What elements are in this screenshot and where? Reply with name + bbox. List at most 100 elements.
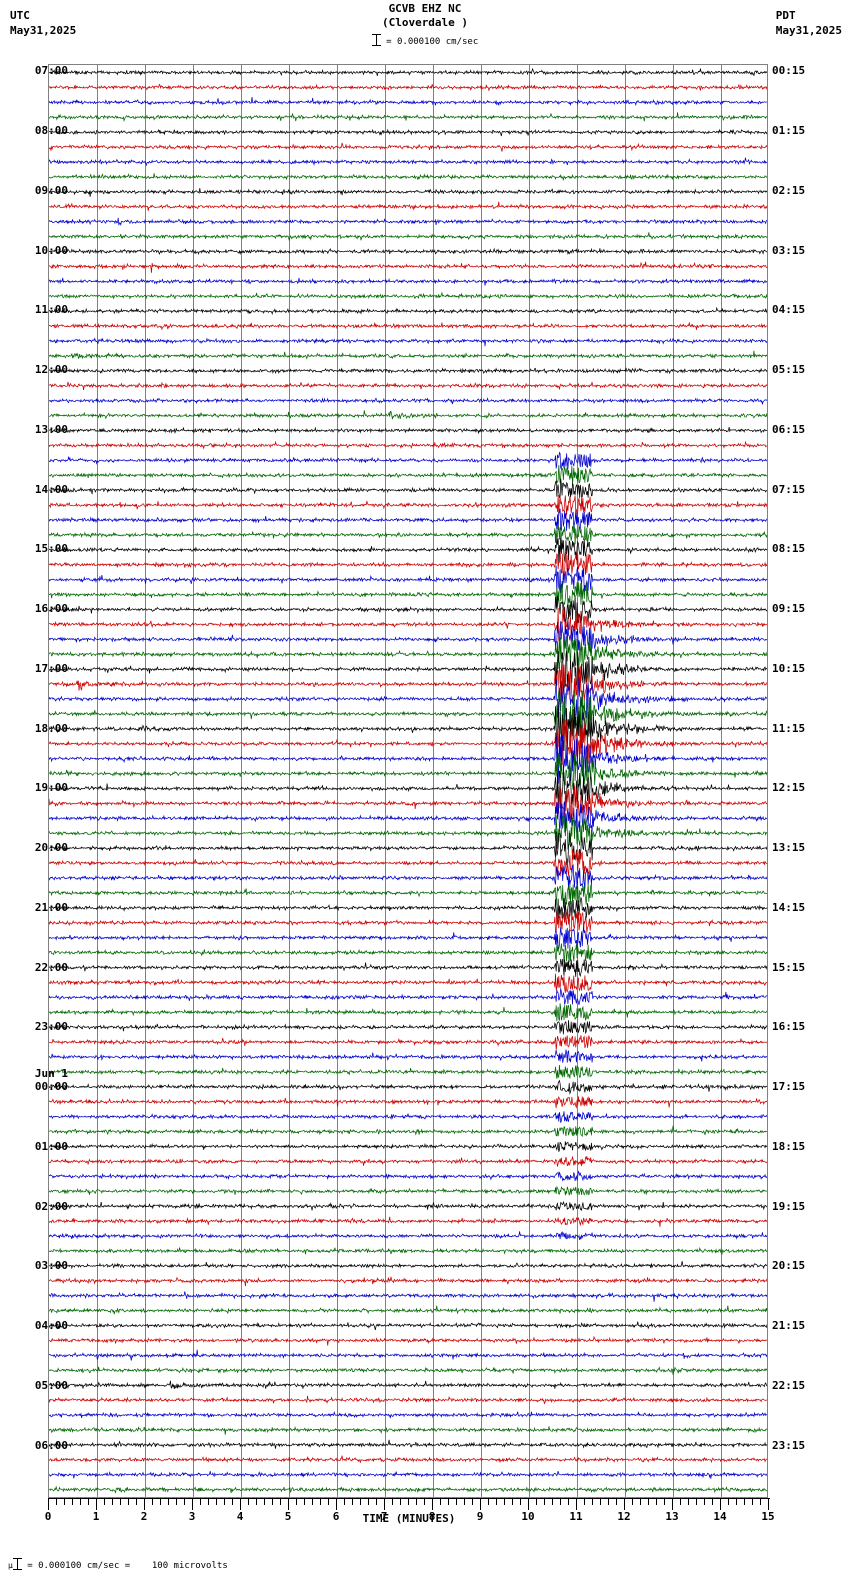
- trace-row-81: [49, 1277, 767, 1286]
- trace-row-95: [49, 1487, 767, 1493]
- trace-row-18: [49, 339, 767, 346]
- x-tick-minor: [696, 1498, 697, 1505]
- scale-bar-icon: [12, 1558, 22, 1570]
- trace-row-39: [49, 636, 767, 669]
- trace-row-54: [49, 865, 767, 889]
- x-tick-minor: [592, 1498, 593, 1505]
- pdt-zone-label: PDT: [775, 9, 796, 22]
- gridline-minute-5: [289, 65, 290, 1497]
- hour-label-pdt-1515: 15:15: [772, 960, 806, 974]
- trace-row-59: [49, 944, 767, 963]
- trace-row-47: [49, 753, 767, 790]
- trace-row-13: [49, 262, 767, 273]
- x-tick-label-8: 8: [428, 1510, 436, 1523]
- hour-label-utc-0200: 02:00: [34, 1199, 68, 1213]
- x-tick-minor: [640, 1498, 641, 1505]
- trace-row-30: [49, 509, 767, 531]
- x-tick-minor: [688, 1498, 689, 1505]
- hour-label-pdt-1815: 18:15: [772, 1139, 806, 1153]
- hour-label-utc-1300: 13:00: [34, 422, 68, 436]
- trace-row-50: [49, 801, 767, 836]
- x-tick-minor: [520, 1498, 521, 1505]
- x-tick-minor: [512, 1498, 513, 1505]
- x-tick-minor: [560, 1498, 561, 1505]
- hour-label-pdt-0815: 08:15: [772, 542, 806, 556]
- x-tick-minor: [704, 1498, 705, 1505]
- x-tick-label-7: 7: [380, 1510, 388, 1523]
- x-tick-label-2: 2: [140, 1510, 148, 1523]
- x-tick-major-7: [384, 1498, 385, 1510]
- x-tick-minor: [312, 1498, 313, 1505]
- hour-label-pdt-1715: 17:15: [772, 1080, 806, 1094]
- x-axis-line: [48, 1498, 770, 1499]
- trace-row-62: [49, 988, 767, 1005]
- trace-row-71: [49, 1126, 767, 1136]
- x-tick-minor: [112, 1498, 113, 1505]
- trace-row-94: [49, 1471, 767, 1479]
- x-tick-minor: [376, 1498, 377, 1505]
- x-tick-major-14: [720, 1498, 721, 1510]
- trace-row-38: [49, 621, 767, 653]
- trace-row-7: [49, 173, 767, 180]
- x-tick-minor: [120, 1498, 121, 1505]
- hour-label-pdt-0915: 09:15: [772, 602, 806, 616]
- seismogram-plot-area: [48, 64, 768, 1498]
- hour-label-utc-0000: 00:00: [34, 1080, 68, 1094]
- hour-label-pdt-0015: 00:15: [772, 64, 806, 78]
- header-left-timezone-block: UTC May31,2025: [10, 8, 76, 38]
- x-tick-minor: [448, 1498, 449, 1505]
- trace-row-4: [49, 130, 767, 136]
- x-tick-minor: [280, 1498, 281, 1505]
- x-tick-minor: [584, 1498, 585, 1505]
- x-tick-minor: [208, 1498, 209, 1505]
- hour-label-utc-1700: 17:00: [34, 661, 68, 675]
- x-tick-minor: [104, 1498, 105, 1505]
- trace-row-49: [49, 786, 767, 821]
- x-tick-minor: [248, 1498, 249, 1505]
- x-tick-minor: [736, 1498, 737, 1505]
- x-tick-major-10: [528, 1498, 529, 1510]
- trace-row-75: [49, 1187, 767, 1196]
- x-tick-major-1: [96, 1498, 97, 1510]
- x-tick-minor: [64, 1498, 65, 1505]
- trace-row-78: [49, 1231, 767, 1240]
- x-tick-minor: [536, 1498, 537, 1505]
- x-tick-minor: [680, 1498, 681, 1505]
- footer-scale-legend: μ = 0.000100 cm/sec = 100 microvolts: [8, 1558, 228, 1571]
- header-scale-text: = 0.000100 cm/sec: [386, 37, 479, 47]
- x-tick-minor: [360, 1498, 361, 1505]
- x-tick-major-13: [672, 1498, 673, 1510]
- trace-row-77: [49, 1217, 767, 1227]
- gridline-minute-13: [673, 65, 674, 1497]
- x-tick-major-12: [624, 1498, 625, 1510]
- trace-row-46: [49, 734, 767, 784]
- hour-label-pdt-1915: 19:15: [772, 1199, 806, 1213]
- x-tick-minor: [304, 1498, 305, 1505]
- x-axis: 0 1 2 3 4 5 6 7 8 9 10 11 12 13 14 15: [45, 1498, 775, 1523]
- x-tick-label-9: 9: [476, 1510, 484, 1523]
- gridline-minute-3: [193, 65, 194, 1497]
- x-tick-label-0: 0: [44, 1510, 52, 1523]
- x-tick-minor: [200, 1498, 201, 1505]
- x-tick-minor: [224, 1498, 225, 1505]
- trace-row-58: [49, 927, 767, 949]
- trace-row-65: [49, 1035, 767, 1049]
- x-tick-minor: [456, 1498, 457, 1505]
- trace-row-55: [49, 884, 767, 905]
- trace-row-76: [49, 1202, 767, 1210]
- x-tick-minor: [656, 1498, 657, 1505]
- x-tick-minor: [400, 1498, 401, 1505]
- trace-row-70: [49, 1111, 767, 1122]
- gridline-minute-14: [721, 65, 722, 1497]
- x-tick-minor: [760, 1498, 761, 1505]
- x-tick-label-13: 13: [665, 1510, 679, 1523]
- trace-row-25: [49, 442, 767, 448]
- hour-label-pdt-1215: 12:15: [772, 781, 806, 795]
- gridline-minute-1: [97, 65, 98, 1497]
- hour-label-utc-2100: 21:00: [34, 900, 68, 914]
- x-tick-minor: [320, 1498, 321, 1505]
- day-change-label: Jun 1: [34, 1067, 68, 1081]
- trace-row-74: [49, 1171, 767, 1180]
- x-tick-minor: [56, 1498, 57, 1505]
- trace-row-29: [49, 495, 767, 516]
